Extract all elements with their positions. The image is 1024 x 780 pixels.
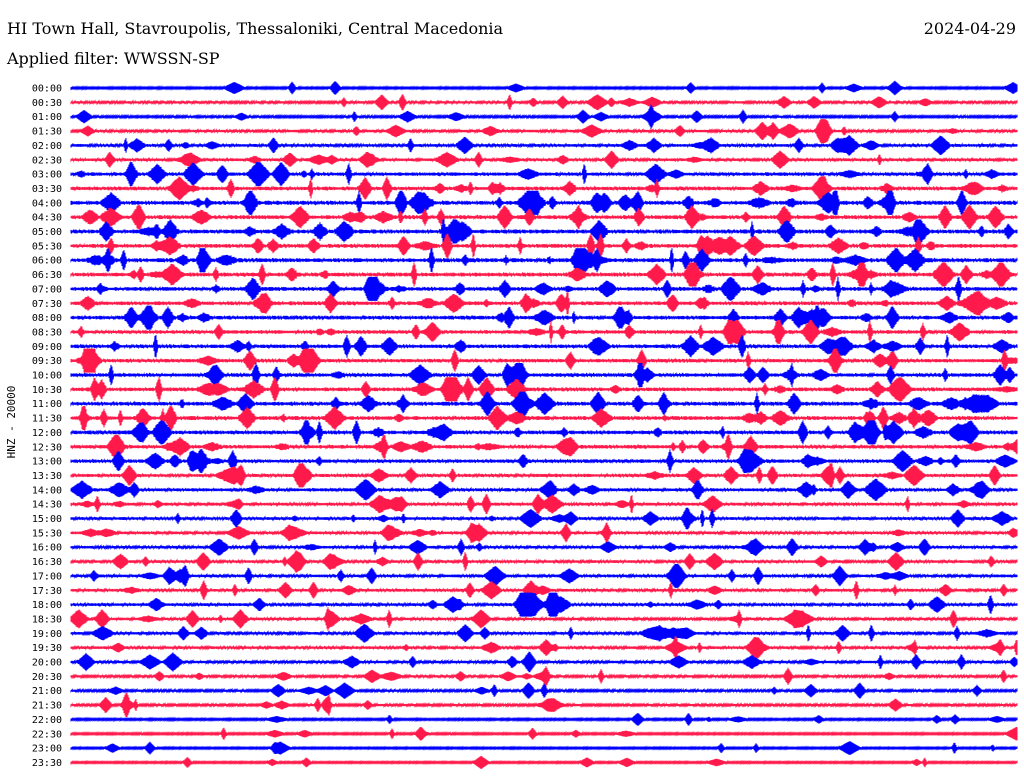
row-time-label: 11:30 bbox=[32, 414, 62, 425]
row-time-label: 04:30 bbox=[32, 213, 62, 224]
row-time-label: 23:30 bbox=[32, 758, 62, 769]
row-time-label: 00:00 bbox=[32, 84, 62, 95]
row-time-label: 20:30 bbox=[32, 672, 62, 683]
row-time-label: 07:00 bbox=[32, 284, 62, 295]
row-time-label: 12:30 bbox=[32, 442, 62, 453]
row-time-label: 08:30 bbox=[32, 327, 62, 338]
row-time-label: 04:00 bbox=[32, 198, 62, 209]
row-time-label: 06:30 bbox=[32, 270, 62, 281]
row-time-label: 10:30 bbox=[32, 385, 62, 396]
row-time-label: 21:30 bbox=[32, 701, 62, 712]
row-time-label: 09:30 bbox=[32, 356, 62, 367]
row-time-label: 02:00 bbox=[32, 141, 62, 152]
trace-group bbox=[70, 80, 1018, 770]
row-time-label: 08:00 bbox=[32, 313, 62, 324]
row-time-label: 13:00 bbox=[32, 457, 62, 468]
row-time-label: 15:30 bbox=[32, 528, 62, 539]
record-date: 2024-04-29 bbox=[923, 19, 1016, 38]
filter-label: Applied filter: WWSSN-SP bbox=[7, 49, 220, 68]
row-time-label: 05:30 bbox=[32, 241, 62, 252]
tick-label-group: 00:00 00:30 01:00 01:30 02:00 02:30 03:00 03:30… bbox=[32, 84, 62, 769]
row-time-label: 22:00 bbox=[32, 715, 62, 726]
row-time-label: 07:30 bbox=[32, 299, 62, 310]
row-time-label: 09:00 bbox=[32, 342, 62, 353]
y-axis-label: HNZ - 20000 bbox=[5, 386, 18, 459]
row-time-label: 19:30 bbox=[32, 643, 62, 654]
row-time-label: 17:30 bbox=[32, 586, 62, 597]
row-time-label: 03:30 bbox=[32, 184, 62, 195]
row-time-label: 17:00 bbox=[32, 571, 62, 582]
row-time-label: 01:30 bbox=[32, 127, 62, 138]
row-time-label: 18:00 bbox=[32, 600, 62, 611]
row-time-label: 14:30 bbox=[32, 500, 62, 511]
row-time-label: 20:00 bbox=[32, 658, 62, 669]
station-title: HI Town Hall, Stavroupolis, Thessaloniki… bbox=[7, 19, 504, 38]
row-time-label: 13:30 bbox=[32, 471, 62, 482]
row-time-label: 19:00 bbox=[32, 629, 62, 640]
row-time-label: 10:00 bbox=[32, 371, 62, 382]
row-time-label: 11:00 bbox=[32, 399, 62, 410]
row-time-label: 06:00 bbox=[32, 256, 62, 267]
row-time-label: 15:00 bbox=[32, 514, 62, 525]
row-time-label: 23:00 bbox=[32, 744, 62, 755]
row-time-label: 01:00 bbox=[32, 112, 62, 123]
row-time-label: 18:30 bbox=[32, 614, 62, 625]
row-time-label: 16:30 bbox=[32, 557, 62, 568]
row-time-label: 03:00 bbox=[32, 170, 62, 181]
row-time-label: 05:00 bbox=[32, 227, 62, 238]
row-time-label: 00:30 bbox=[32, 98, 62, 109]
row-time-label: 21:00 bbox=[32, 686, 62, 697]
row-time-label: 02:30 bbox=[32, 155, 62, 166]
row-time-label: 12:00 bbox=[32, 428, 62, 439]
row-time-label: 16:00 bbox=[32, 543, 62, 554]
row-time-label: 14:00 bbox=[32, 485, 62, 496]
row-time-label: 22:30 bbox=[32, 729, 62, 740]
